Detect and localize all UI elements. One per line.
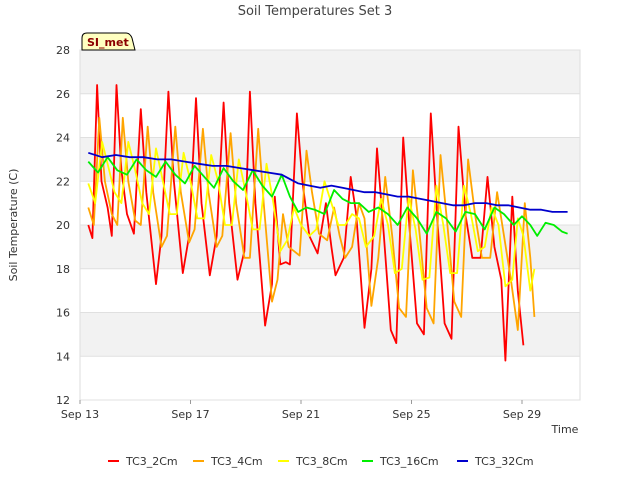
chart-title: Soil Temperatures Set 3 bbox=[238, 4, 393, 19]
y-axis-label: Soil Temperature (C) bbox=[7, 169, 20, 282]
station-badge: SI_met bbox=[81, 32, 136, 51]
series-line-tc3-4cm bbox=[87, 116, 536, 331]
y-tick-label: 20 bbox=[56, 219, 70, 232]
legend-label: TC3_4Cm bbox=[210, 455, 263, 468]
x-tick-label: Sep 21 bbox=[282, 408, 320, 421]
y-tick-label: 26 bbox=[56, 88, 70, 101]
y-tick-label: 14 bbox=[56, 350, 70, 363]
legend-label: TC3_32Cm bbox=[474, 455, 534, 468]
y-tick-label: 18 bbox=[56, 263, 70, 276]
plot-band bbox=[80, 50, 580, 94]
y-tick-label: 28 bbox=[56, 44, 70, 57]
legend-label: TC3_16Cm bbox=[379, 455, 439, 468]
series-group bbox=[87, 84, 568, 362]
series-line-tc3-16cm bbox=[87, 156, 568, 237]
y-tick-label: 24 bbox=[56, 132, 70, 145]
y-tick-label: 22 bbox=[56, 175, 70, 188]
legend-label: TC3_8Cm bbox=[295, 455, 348, 468]
y-tick-label: 16 bbox=[56, 307, 70, 320]
x-tick-label: Sep 29 bbox=[503, 408, 541, 421]
series-line-tc3-8cm bbox=[87, 141, 536, 292]
badge-shape bbox=[81, 32, 136, 51]
plot-band bbox=[80, 312, 580, 357]
y-axis: 12 14 16 18 20 22 24 26 28 bbox=[56, 44, 580, 407]
legend: TC3_2Cm TC3_4Cm TC3_8Cm TC3_16Cm TC3_32Cm bbox=[108, 455, 534, 468]
y-tick-label: 12 bbox=[56, 394, 70, 407]
legend-label: TC3_2Cm bbox=[125, 455, 178, 468]
series-line-tc3-32cm bbox=[88, 151, 568, 213]
badge-label: SI_met bbox=[87, 36, 129, 49]
series-line-tc3-2cm bbox=[87, 84, 525, 362]
x-tick-label: Sep 25 bbox=[392, 408, 430, 421]
x-axis: Sep 13 Sep 17 Sep 21 Sep 25 Sep 29 bbox=[61, 400, 541, 421]
x-tick-label: Sep 17 bbox=[171, 408, 209, 421]
x-tick-label: Sep 13 bbox=[61, 408, 99, 421]
x-axis-label: Time bbox=[551, 423, 579, 436]
